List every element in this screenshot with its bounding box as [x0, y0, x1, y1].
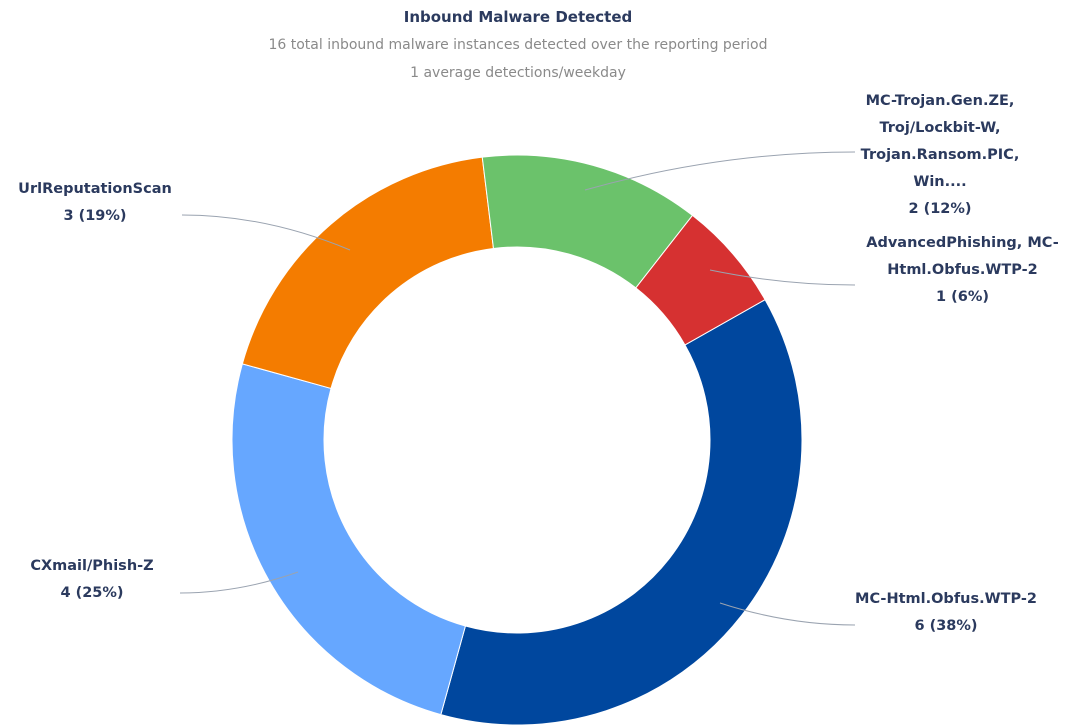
connector-line	[179, 571, 299, 594]
slice-label: MC-Html.Obfus.WTP-2	[855, 591, 1037, 607]
donut-slice	[440, 298, 803, 726]
chart-subtitle: 1 average detections/weekday	[410, 65, 626, 81]
slice-label: MC-Trojan.Gen.ZE, Troj/Lockbit-W, Trojan…	[860, 93, 1020, 190]
slice-value-label: 2 (12%)	[908, 201, 972, 217]
slice-value-label: 6 (38%)	[914, 618, 978, 634]
connector-line	[181, 214, 351, 251]
slice-label: UrlReputationScan	[18, 181, 172, 197]
donut-slice	[231, 363, 467, 716]
chart-subtitle: 16 total inbound malware instances detec…	[268, 37, 768, 53]
connector-line	[709, 269, 856, 286]
slice-value-label: 3 (19%)	[63, 208, 127, 224]
donut-slice	[635, 214, 766, 346]
slice-label: AdvancedPhishing, MC-Html.Obfus.WTP-2	[866, 235, 1059, 278]
slice-value-label: 4 (25%)	[60, 585, 124, 601]
connector-line	[719, 602, 856, 626]
donut-slice	[241, 156, 495, 390]
chart-title: Inbound Malware Detected	[403, 8, 633, 26]
connector-line	[584, 151, 856, 191]
slice-label: CXmail/Phish-Z	[30, 558, 154, 574]
slice-value-label: 1 (6%)	[935, 289, 989, 305]
